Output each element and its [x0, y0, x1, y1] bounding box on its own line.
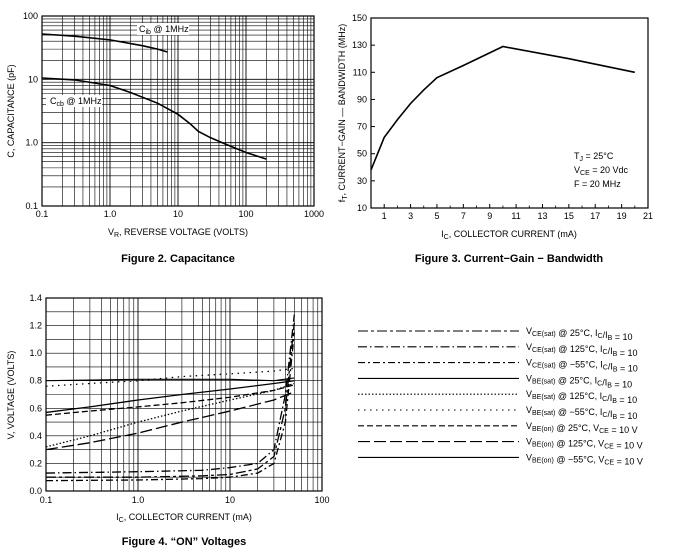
- x-tick-label: 3: [408, 211, 413, 221]
- x-tick-label: 19: [617, 211, 627, 221]
- legend-entry-label: VCE(sat) @ −55°C, IC/IB = 10: [526, 358, 638, 374]
- bandwidth-conditions-bg: [567, 149, 629, 191]
- legend-entry-label: VBE(sat) @ 25°C, IC/IB = 10: [526, 373, 632, 389]
- y-tick-label: 0.4: [29, 431, 42, 441]
- figure-2-caption: Figure 2. Capacitance: [121, 253, 235, 265]
- on-voltages-chart: 0.1 1.0 10 100 1.4 1.2 1.0 0.8 0.6 0.4 0.2 0.0 IC, …: [6, 293, 330, 548]
- on-voltages-tick-labels: 0.1 1.0 10 100 1.4 1.2 1.0 0.8 0.6 0.4 0.2 0.0: [29, 293, 329, 505]
- y-tick-label: 150: [352, 13, 367, 23]
- condition-tj: TJ = 25°C: [574, 151, 614, 163]
- on-series-line-8: [45, 391, 295, 451]
- cib-label-bg: [137, 23, 189, 35]
- figure-3-caption: Figure 3. Current−Gain − Bandwidth: [415, 253, 604, 265]
- on-voltages-grid: [45, 298, 322, 491]
- y-tick-label: 130: [352, 40, 367, 50]
- x-tick-label: 0.1: [40, 495, 53, 505]
- x-tick-label: 17: [590, 211, 600, 221]
- y-tick-label: 1.4: [29, 293, 42, 303]
- x-tick-label: 100: [314, 495, 329, 505]
- ccb-label: Ccb @ 1MHz: [50, 96, 102, 108]
- capacitance-plot-frame: [41, 15, 315, 207]
- x-tick-label: 5: [434, 211, 439, 221]
- x-tick-label: 10: [173, 209, 183, 219]
- bandwidth-plot-frame: [370, 17, 649, 209]
- bandwidth-y-axis-label: fT, CURRENT−GAIN — BANDWIDTH (MHz): [337, 24, 349, 203]
- figure-4-caption: Figure 4. “ON” Voltages: [122, 536, 247, 548]
- legend-entry-label: VBE(on) @ 25°C, VCE = 10 V: [526, 421, 638, 435]
- y-tick-label: 10: [357, 203, 367, 213]
- legend-entry-label: VCE(sat) @ 125°C, IC/IB = 10: [526, 342, 638, 358]
- x-tick-label: 1000: [304, 209, 324, 219]
- bandwidth-conditions: TJ = 25°C VCE = 20 Vdc F = 20 MHz: [567, 149, 629, 191]
- on-series-line-9: [45, 377, 295, 382]
- y-tick-label: 90: [357, 94, 367, 104]
- legend-entry-label: VBE(on) @ −55°C, VCE = 10 V: [526, 452, 643, 466]
- capacitance-series-labels: Cib @ 1MHz Ccb @ 1MHz: [46, 23, 189, 108]
- x-tick-label: 10: [225, 495, 235, 505]
- y-tick-label: 70: [357, 122, 367, 132]
- capacitance-tick-labels: 0.1 1.0 10 100 1000 100 10 1.0 0.1: [23, 11, 324, 219]
- y-tick-label: 1.0: [25, 138, 38, 148]
- ccb-label-bg: [46, 95, 102, 107]
- y-tick-label: 50: [357, 149, 367, 159]
- x-tick-label: 11: [511, 211, 520, 221]
- y-tick-label: 110: [353, 67, 367, 77]
- x-tick-label: 100: [238, 209, 253, 219]
- cib-label: Cib @ 1MHz: [139, 24, 189, 36]
- capacitance-series: [41, 33, 267, 160]
- on-voltages-x-axis-label: IC, COLLECTOR CURRENT (mA): [116, 512, 252, 524]
- y-tick-label: 100: [23, 11, 38, 21]
- on-series-line-3: [45, 332, 295, 482]
- legend-entry-label: VBE(on) @ 125°C, VCE = 10 V: [526, 437, 643, 451]
- x-tick-label: 13: [537, 211, 547, 221]
- y-tick-label: 0.1: [25, 201, 38, 211]
- y-tick-label: 1.0: [29, 348, 42, 358]
- x-tick-label: 1.0: [132, 495, 145, 505]
- x-tick-label: 21: [643, 211, 653, 221]
- legend-entry-label: VBE(sat) @ 125°C, IC/IB = 10: [526, 389, 637, 405]
- capacitance-grid: [41, 16, 314, 207]
- bandwidth-x-axis-label: IC, COLLECTOR CURRENT (mA): [441, 229, 577, 241]
- on-series-line-6: [45, 367, 295, 387]
- y-tick-label: 10: [28, 74, 38, 84]
- on-series-line-2: [45, 314, 295, 474]
- bandwidth-series: [370, 45, 635, 171]
- on-series-line-7: [45, 384, 295, 416]
- x-tick-label: 15: [564, 211, 574, 221]
- x-tick-label: 9: [487, 211, 492, 221]
- ft-series-line: [370, 45, 635, 171]
- x-tick-label: 1: [382, 211, 387, 221]
- x-tick-label: 0.1: [36, 209, 49, 219]
- on-voltages-series: [45, 314, 295, 482]
- y-tick-label: 0.0: [29, 486, 42, 496]
- cib-series-line: [41, 33, 168, 53]
- x-tick-label: 7: [461, 211, 466, 221]
- ccb-series-line: [41, 77, 267, 160]
- on-voltages-y-axis-label: V, VOLTAGE (VOLTS): [6, 351, 16, 440]
- x-tick-label: 1.0: [104, 209, 117, 219]
- y-tick-label: 0.2: [29, 458, 42, 468]
- on-voltages-plot-frame: [45, 297, 323, 492]
- condition-freq: F = 20 MHz: [574, 179, 621, 189]
- capacitance-chart: 0.1 1.0 10 100 1000 100 10 1.0 0.1 Cib @ 1MHz Cc…: [6, 11, 324, 265]
- capacitance-y-axis-label: C, CAPACITANCE (pF): [6, 64, 16, 157]
- capacitance-x-axis-label: VR, REVERSE VOLTAGE (VOLTS): [108, 227, 248, 239]
- on-series-line-1: [46, 322, 295, 478]
- legend-entry-label: VCE(sat) @ 25°C, IC/IB = 10: [526, 326, 633, 342]
- y-tick-label: 1.2: [29, 321, 42, 331]
- y-tick-label: 0.8: [29, 376, 42, 386]
- y-tick-label: 30: [357, 176, 367, 186]
- y-tick-label: 0.6: [29, 403, 42, 413]
- legend-entry-label: VBE(sat) @ −55°C, IC/IB = 10: [526, 405, 637, 421]
- on-series-line-4: [45, 380, 295, 414]
